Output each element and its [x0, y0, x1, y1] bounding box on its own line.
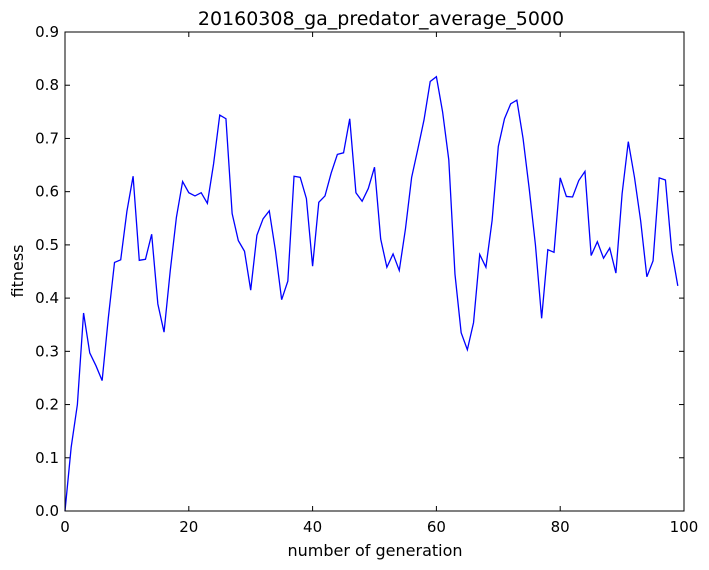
- y-tick-label: 0.3: [35, 342, 59, 360]
- fitness-series-line: [64, 75, 679, 512]
- x-tick-label: 20: [179, 518, 198, 536]
- y-tick-label: 0.7: [35, 129, 59, 147]
- y-tick-label: 0.9: [35, 23, 59, 41]
- y-axis-label: fitness: [8, 244, 27, 297]
- x-tick-label: 0: [60, 518, 70, 536]
- plot-frame: [64, 31, 685, 512]
- y-tick-label: 0.1: [35, 449, 59, 467]
- x-tick-label: 40: [303, 518, 322, 536]
- x-axis-label: number of generation: [287, 541, 462, 560]
- chart-title: 20160308_ga_predator_average_5000: [198, 8, 564, 30]
- y-tick-label: 0.0: [35, 502, 59, 520]
- x-tick-label: 100: [670, 518, 699, 536]
- y-tick-label: 0.2: [35, 396, 59, 414]
- x-tick-label: 60: [427, 518, 446, 536]
- y-tick-label: 0.4: [35, 289, 59, 307]
- y-tick-label: 0.5: [35, 236, 59, 254]
- y-tick-label: 0.8: [35, 76, 59, 94]
- tick-labels: 0 20 40 60 80 100 0.0 0.1 0.2 0.3 0.4 0.5 0.6 0.7 0.8 0…: [35, 23, 698, 536]
- axis-ticks: [64, 31, 685, 512]
- x-tick-label: 80: [551, 518, 570, 536]
- y-tick-label: 0.6: [35, 183, 59, 201]
